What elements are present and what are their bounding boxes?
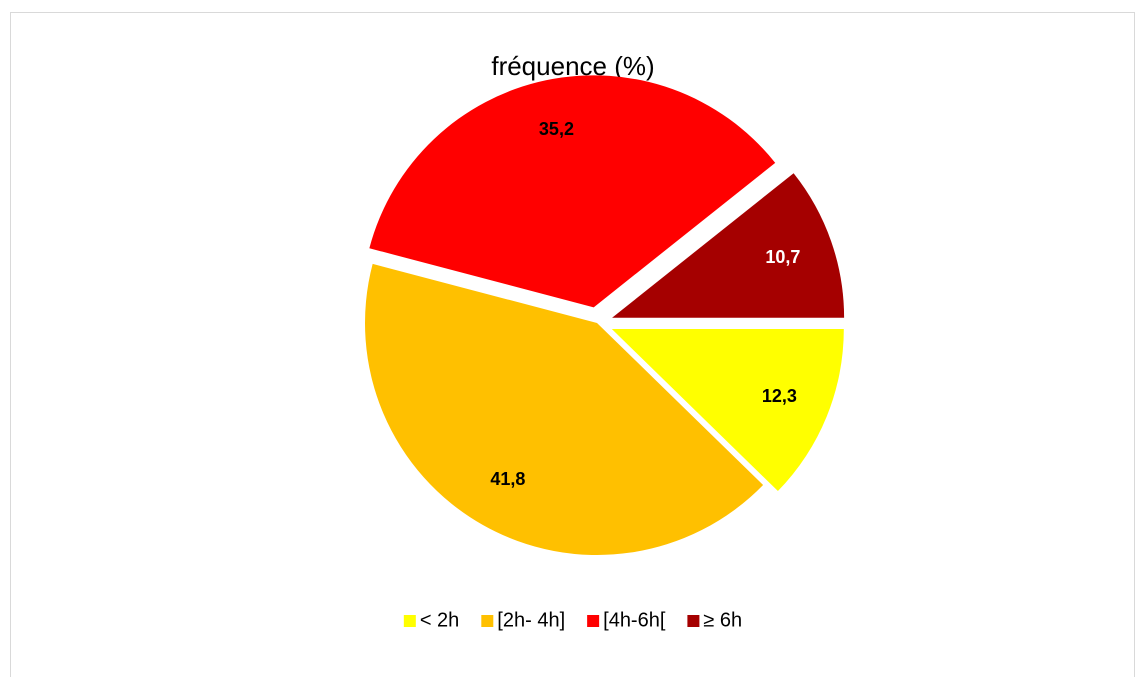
data-label: 35,2 xyxy=(539,119,574,139)
legend-label: < 2h xyxy=(420,609,459,631)
pie-slice xyxy=(612,173,845,318)
legend-swatch xyxy=(481,615,494,627)
pie-slice xyxy=(369,75,776,308)
legend: < 2h [2h- 4h] [4h-6h[ ≥ 6h xyxy=(403,609,742,631)
chart-title: fréquence (%) xyxy=(491,51,654,81)
data-label: 10,7 xyxy=(765,247,800,267)
legend-swatch xyxy=(587,615,600,627)
legend-swatch xyxy=(687,615,700,627)
data-label: 12,3 xyxy=(762,386,797,406)
legend-label: ≥ 6h xyxy=(703,609,742,631)
legend-label: [2h- 4h] xyxy=(497,609,565,631)
pie-slice xyxy=(364,263,764,555)
legend-swatch xyxy=(403,615,416,627)
data-label: 41,8 xyxy=(490,469,525,489)
pie-slice xyxy=(611,329,844,492)
legend-label: [4h-6h[ xyxy=(603,609,666,631)
